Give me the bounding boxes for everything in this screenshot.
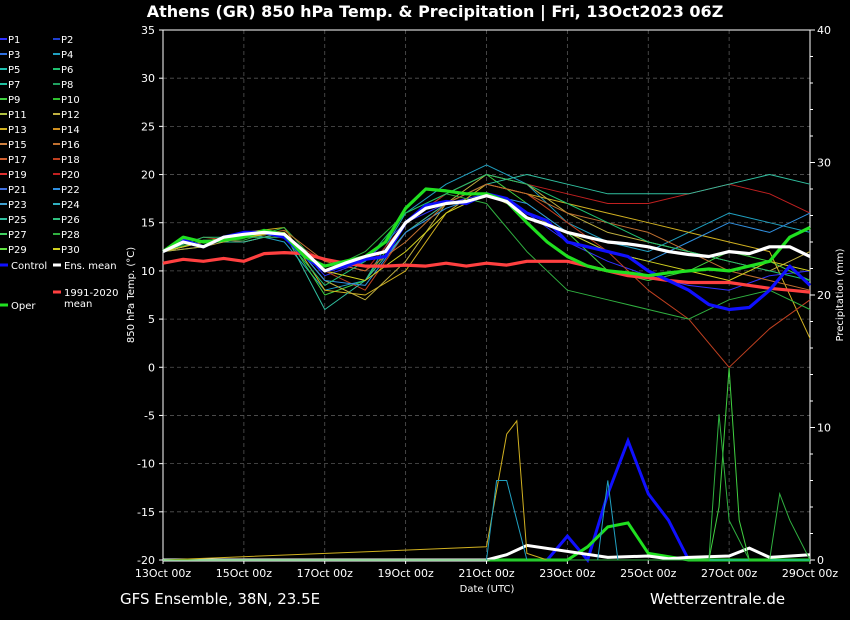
y2-tick-label: 20 [817, 289, 831, 302]
y-tick-label: 15 [141, 217, 155, 230]
x-tick-label: 23Oct 00z [539, 567, 596, 580]
precip-line-control [163, 436, 810, 564]
y-axis-label: 850 hPa Temp. (°C) [126, 247, 137, 343]
legend-label: P18 [61, 155, 80, 166]
precip-line-ens-mean [163, 543, 811, 562]
legend-label: P16 [61, 140, 80, 151]
axes: 35 30 25 20 15 10 5 0 -5 -10 -15 -20 40 30 20 10 0 13Oct … [135, 24, 839, 580]
legend-label: 1991-2020 [64, 288, 119, 299]
legend-label: P1 [8, 35, 20, 46]
y2-tick-label: 30 [817, 157, 831, 170]
legend-label: P3 [8, 50, 20, 61]
y2-tick-label: 10 [817, 422, 831, 435]
temp-line-p4 [162, 164, 811, 291]
y-tick-label: 20 [141, 169, 155, 182]
temp-line-1991-2020-mean [162, 251, 811, 294]
x-tick-label: 25Oct 00z [620, 567, 677, 580]
legend-label: P13 [8, 125, 27, 136]
legend-label: P27 [8, 230, 27, 241]
legend-label: P11 [8, 110, 27, 121]
legend-label: P26 [61, 215, 80, 226]
x-tick-label: 19Oct 00z [377, 567, 434, 580]
legend-label: P6 [61, 65, 73, 76]
y2-tick-label: 40 [817, 24, 831, 37]
legend-label: P8 [61, 80, 73, 91]
y2-axis-label: Precipitation (mm) [835, 248, 846, 341]
x-tick-label: 21Oct 00z [458, 567, 515, 580]
legend-label: P12 [61, 110, 80, 121]
legend-label: P23 [8, 200, 27, 211]
temperature-series [162, 164, 812, 368]
temp-line-ens-mean [162, 194, 811, 273]
chart-title: Athens (GR) 850 hPa Temp. & Precipitatio… [147, 2, 724, 22]
y-tick-label: -10 [137, 458, 155, 471]
precip-line-p28 [163, 414, 811, 561]
precipitation-series [162, 367, 811, 564]
y-tick-label: -15 [137, 506, 155, 519]
legend-label: P2 [61, 35, 73, 46]
y-tick-label: 5 [148, 313, 155, 326]
legend-label: P4 [61, 50, 73, 61]
x-axis-label: Date (UTC) [460, 584, 515, 595]
legend-label: Ens. mean [64, 261, 117, 272]
legend-label: Oper [11, 301, 36, 312]
y-tick-label: 35 [141, 24, 155, 37]
legend: P1 P2 P3 P4 P5 P6 P7 P8 P9 P10 P11 P12 P13 P14 P15 P16 P… [0, 35, 119, 312]
y-tick-label: -5 [144, 409, 155, 422]
y-tick-label: 10 [141, 265, 155, 278]
legend-label: P14 [61, 125, 80, 136]
legend-label: P17 [8, 155, 27, 166]
legend-label: P22 [61, 185, 80, 196]
legend-label: P29 [8, 245, 27, 256]
x-tick-label: 29Oct 00z [782, 567, 839, 580]
grid [163, 30, 810, 560]
legend-label: P30 [61, 245, 80, 256]
x-tick-label: 13Oct 00z [135, 567, 192, 580]
y2-tick-label: 0 [817, 554, 824, 567]
footer-model-info: GFS Ensemble, 38N, 23.5E [120, 590, 320, 608]
y-tick-label: 30 [141, 72, 155, 85]
y-tick-label: 25 [141, 120, 155, 133]
legend-label: P21 [8, 185, 27, 196]
legend-label: P19 [8, 170, 27, 181]
legend-label: P15 [8, 140, 27, 151]
legend-label: P20 [61, 170, 80, 181]
legend-label: P5 [8, 65, 20, 76]
legend-label: P24 [61, 200, 80, 211]
legend-label: P9 [8, 95, 20, 106]
y-tick-label: -20 [137, 554, 155, 567]
legend-label: P7 [8, 80, 20, 91]
legend-label: P25 [8, 215, 27, 226]
x-tick-label: 15Oct 00z [216, 567, 273, 580]
y-tick-label: 0 [148, 361, 155, 374]
legend-label: P10 [61, 95, 80, 106]
x-tick-label: 17Oct 00z [297, 567, 354, 580]
footer-site-credit: Wetterzentrale.de [650, 590, 785, 608]
legend-label: mean [64, 299, 92, 310]
x-tick-label: 27Oct 00z [701, 567, 758, 580]
legend-label: Control [11, 261, 47, 272]
legend-label: P28 [61, 230, 80, 241]
